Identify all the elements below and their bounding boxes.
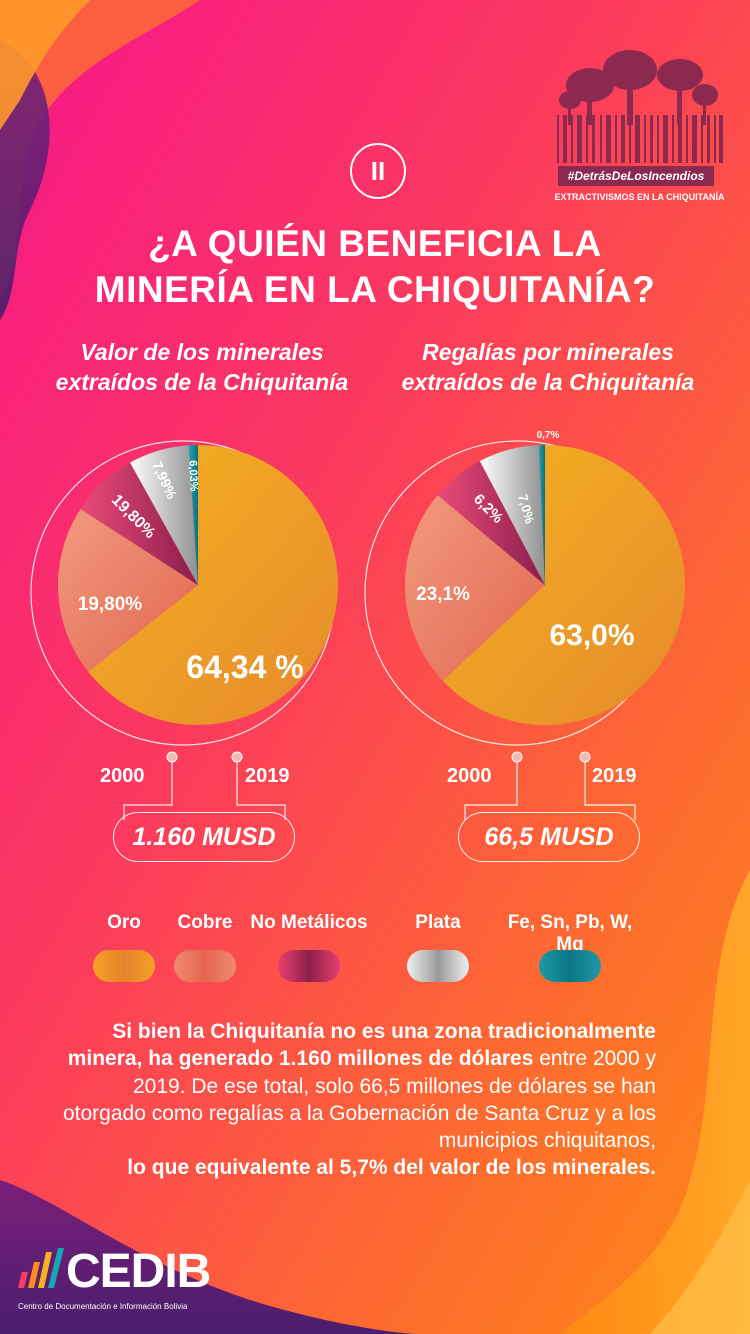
summary-paragraph: Si bien la Chiquitanía no es una zona tr… (60, 1018, 656, 1182)
pie2-label-0: 63,0% (549, 619, 634, 652)
page-title-line2: MINERÍA EN LA CHIQUITANÍA? (94, 269, 656, 310)
legend-swatch (407, 950, 469, 982)
pie1-slice-2 (80, 462, 198, 585)
pie1-slice-1 (57, 508, 198, 672)
chart2-title-line1: Regalías por minerales (422, 339, 674, 365)
pie2-slice-1 (405, 495, 545, 681)
chart2-year-end: 2019 (592, 765, 637, 787)
pie-charts: 64,34 %19,80%19,80%7,99% 6,03% 63,0%23,1%… (30, 430, 685, 820)
summary-normal: entre 2000 y 2019. De ese total, solo 66… (62, 1047, 656, 1153)
pie1-slice-4 (188, 445, 198, 585)
legend-swatch (278, 950, 340, 982)
legend-label: No Metálicos (250, 912, 368, 933)
summary-bold-2: lo que equivalente al 5,7% del valor de … (127, 1156, 656, 1180)
cedib-logo-icon (18, 1248, 64, 1288)
chart1-title: Valor de los minerales extraídos de la C… (32, 338, 372, 398)
cedib-logo-subtitle: Centro de Documentación e Información Bo… (18, 1302, 188, 1311)
pie2-slice-2 (437, 461, 545, 585)
chart1-title-line1: Valor de los minerales (80, 339, 324, 365)
chart1-year-start: 2000 (100, 765, 145, 787)
legend-swatch (174, 950, 236, 982)
pie2-label-4: 0,7% (537, 430, 560, 441)
pie2-slice-4 (538, 445, 545, 585)
chart2-total: 66,5 MUSD (458, 812, 640, 862)
legend-swatch (539, 950, 601, 982)
legend-label: Oro (107, 912, 141, 933)
chart2-year-start: 2000 (447, 765, 492, 787)
pie2-slice-0 (442, 445, 685, 725)
legend-label: Plata (415, 912, 461, 933)
pie2-label-1: 23,1% (416, 584, 470, 605)
chart2-title-line2: extraídos de la Chiquitanía (401, 368, 695, 395)
summary-bold-1: Si bien la Chiquitanía no es una zona tr… (67, 1020, 656, 1071)
chart1-year-end: 2019 (245, 765, 290, 787)
pie1-label-0: 64,34 % (186, 649, 303, 685)
hashtag-subtitle: EXTRACTIVISMOS EN LA CHIQUITANÍA (554, 192, 725, 202)
trees-barcode-logo (557, 50, 723, 163)
pie-chart-minerals-value: 64,34 %19,80%19,80%7,99% 6,03% (57, 445, 338, 725)
pie1-label-1: 19,80% (78, 594, 143, 615)
chart2-title: Regalías por minerales extraídos de la C… (378, 338, 718, 398)
hashtag-label: #DetrásDeLosIncendios (558, 166, 714, 186)
page-title-line1: ¿A QUIÉN BENEFICIA LA (148, 223, 602, 264)
legend-swatch (93, 950, 155, 982)
legend-label: Fe, Sn, Pb, W, Mg (507, 912, 633, 955)
chart1-title-line2: extraídos de la Chiquitanía (55, 368, 349, 395)
chart1-total: 1.160 MUSD (113, 812, 295, 862)
section-badge: II (350, 143, 406, 199)
pie2-slice-3 (479, 445, 545, 585)
cedib-logo-name: CEDIB (66, 1245, 211, 1298)
pie-chart-royalties: 63,0%23,1%6,2% 7,0%0,7% (405, 430, 685, 725)
pie1-slice-0 (88, 445, 338, 725)
legend-label: Cobre (177, 912, 233, 933)
pie1-slice-3 (130, 445, 198, 585)
pie1-label-4: 6,03% (186, 460, 199, 492)
